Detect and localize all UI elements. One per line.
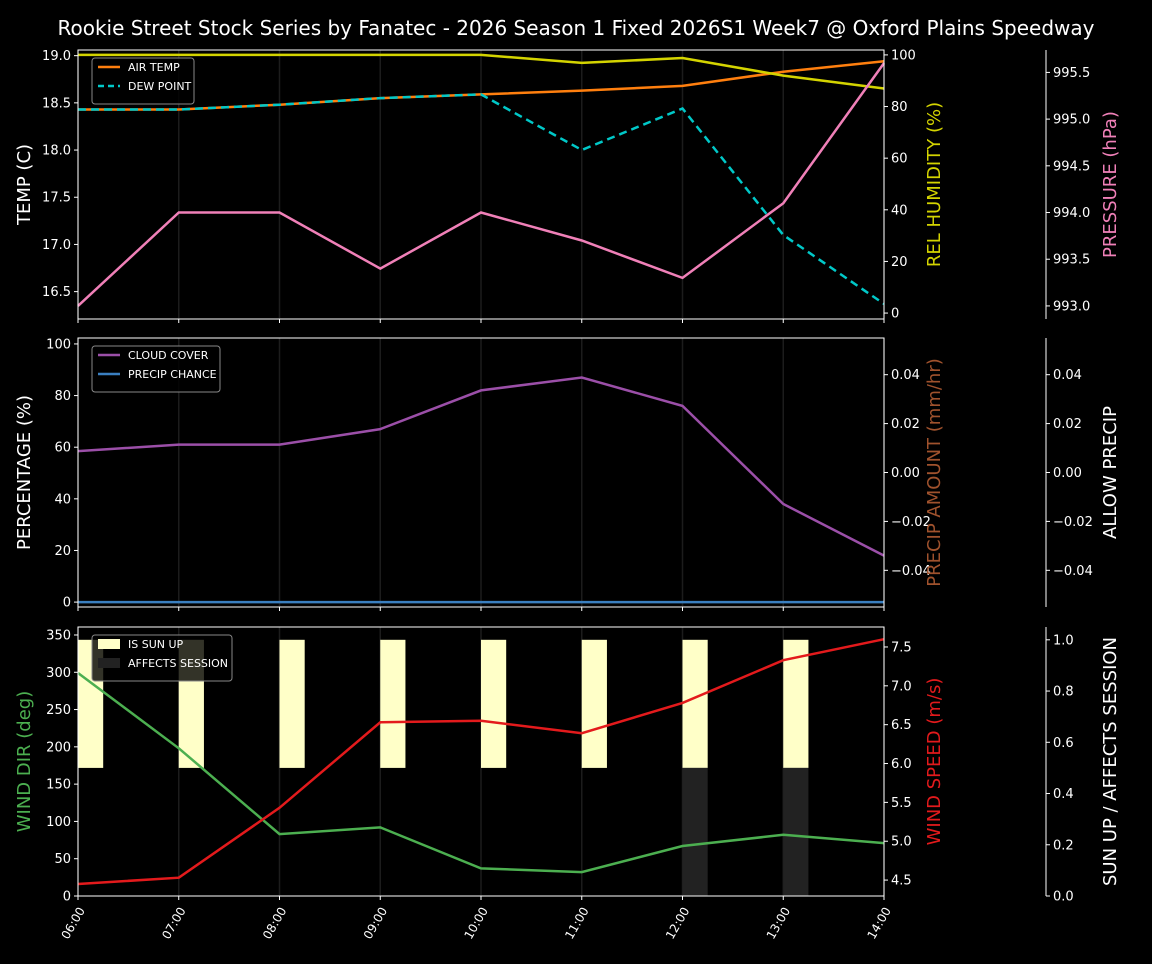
y-tick-label: 200 bbox=[46, 740, 71, 755]
y-tick-label: 80 bbox=[891, 100, 908, 115]
series-line-left bbox=[77, 671, 885, 874]
axis-label-left: PERCENTAGE (%) bbox=[14, 395, 35, 550]
y-tick-label: 40 bbox=[891, 203, 908, 218]
y-tick-label: 80 bbox=[54, 389, 71, 404]
y-tick-label: 0.02 bbox=[1053, 417, 1082, 432]
axis-label-right2: ALLOW PRECIP bbox=[1100, 406, 1121, 539]
y-tick-label: 100 bbox=[46, 815, 71, 830]
y-tick-label: 20 bbox=[891, 255, 908, 270]
affects-session-bar bbox=[682, 767, 708, 896]
y-tick-label: 995.0 bbox=[1053, 113, 1090, 128]
y-tick-label: −0.04 bbox=[1053, 564, 1093, 579]
panel-3: 06:00 07:00 08:00 09:00 10:00 11:00 12:00 13:00… bbox=[14, 626, 1121, 942]
y-tick-label: −0.02 bbox=[1053, 515, 1093, 530]
y-tick-label: 6.0 bbox=[891, 757, 912, 772]
y-tick-label: 16.5 bbox=[42, 285, 71, 300]
y-tick-label: 0 bbox=[63, 596, 71, 611]
panel-2: 0 20 40 60 80 100 PERCENTAGE (%) −0.04 −0.02 0.00… bbox=[14, 337, 1121, 611]
series-line-cloud-cover bbox=[77, 376, 885, 557]
y-tick-label: 4.5 bbox=[891, 874, 912, 889]
axis-label-right1: WIND SPEED (m/s) bbox=[924, 678, 945, 846]
sun-up-bar bbox=[783, 639, 809, 768]
y-tick-label: 17.0 bbox=[42, 238, 71, 253]
axis-label-right1: REL HUMIDITY (%) bbox=[924, 102, 945, 267]
y-tick-label: 60 bbox=[891, 152, 908, 167]
y-tick-label: 0.8 bbox=[1053, 685, 1074, 700]
y-tick-label: 60 bbox=[54, 441, 71, 456]
sun-up-bar bbox=[581, 639, 607, 768]
y-tick-label: 0 bbox=[63, 890, 71, 905]
y-tick-label: 0.6 bbox=[1053, 736, 1074, 751]
y-tick-label: 0 bbox=[891, 307, 899, 322]
y-tick-label: 7.5 bbox=[891, 640, 912, 655]
legend: AIR TEMP DEW POINT bbox=[91, 57, 195, 105]
y-tick-label: 0.4 bbox=[1053, 787, 1074, 802]
y-tick-label: 350 bbox=[46, 628, 71, 643]
legend-label: DEW POINT bbox=[128, 80, 192, 93]
y-tick-label: 0.04 bbox=[891, 368, 920, 383]
sun-up-bar bbox=[481, 639, 507, 768]
legend: CLOUD COVER PRECIP CHANCE bbox=[91, 345, 221, 393]
y-tick-label: 0.02 bbox=[891, 417, 920, 432]
axis-label-left: WIND DIR (deg) bbox=[14, 691, 35, 833]
y-tick-label: 7.0 bbox=[891, 679, 912, 694]
y-tick-label: 994.0 bbox=[1053, 206, 1090, 221]
axis-label-right2: PRESSURE (hPa) bbox=[1100, 111, 1121, 258]
y-tick-label: 300 bbox=[46, 666, 71, 681]
legend-label: IS SUN UP bbox=[128, 638, 184, 651]
y-tick-label: 6.5 bbox=[891, 718, 912, 733]
y-tick-label: 0.00 bbox=[891, 466, 920, 481]
axis-label-right1: PRECIP AMOUNT (mm/hr) bbox=[924, 358, 945, 587]
y-tick-label: 0.00 bbox=[1053, 466, 1082, 481]
axis-label-right2: SUN UP / AFFECTS SESSION bbox=[1100, 637, 1121, 886]
legend-swatch bbox=[98, 658, 120, 668]
sun-up-bar bbox=[682, 639, 708, 768]
y-tick-label: 1.0 bbox=[1053, 633, 1074, 648]
y-tick-label: 50 bbox=[54, 852, 71, 867]
y-tick-label: 18.5 bbox=[42, 96, 71, 111]
series-line-dew-point bbox=[78, 93, 885, 305]
y-tick-label: 994.5 bbox=[1053, 159, 1090, 174]
series-line-right1 bbox=[78, 53, 885, 90]
legend: IS SUN UP AFFECTS SESSION bbox=[91, 634, 233, 682]
y-tick-label: 993.0 bbox=[1053, 299, 1090, 314]
series-line-right1 bbox=[77, 637, 885, 886]
y-tick-label: 17.5 bbox=[42, 191, 71, 206]
y-tick-label: 19.0 bbox=[42, 49, 71, 64]
series-line-right2 bbox=[77, 62, 886, 307]
y-tick-label: 250 bbox=[46, 703, 71, 718]
sun-up-bar bbox=[279, 639, 305, 768]
y-tick-label: −0.04 bbox=[891, 564, 931, 579]
y-tick-label: 20 bbox=[54, 544, 71, 559]
y-tick-label: 993.5 bbox=[1053, 253, 1090, 268]
legend-box bbox=[91, 345, 221, 393]
legend-box bbox=[91, 57, 195, 105]
y-tick-label: 150 bbox=[46, 778, 71, 793]
y-tick-label: 0.04 bbox=[1053, 368, 1082, 383]
y-tick-label: 40 bbox=[54, 492, 71, 507]
y-tick-label: 995.5 bbox=[1053, 66, 1090, 81]
sun-up-bar bbox=[380, 639, 406, 768]
legend-box bbox=[91, 634, 233, 682]
y-tick-label: 5.5 bbox=[891, 796, 912, 811]
y-tick-label: −0.02 bbox=[891, 515, 931, 530]
chart-title: Rookie Street Stock Series by Fanatec - … bbox=[58, 16, 1095, 40]
y-tick-label: 100 bbox=[891, 48, 916, 63]
legend-label: AFFECTS SESSION bbox=[128, 657, 228, 670]
legend-swatch bbox=[98, 639, 120, 649]
y-tick-label: 5.0 bbox=[891, 835, 912, 850]
legend-label: PRECIP CHANCE bbox=[128, 368, 217, 381]
panel-1: 16.5 17.0 17.5 18.0 18.5 19.0 TEMP (C) 0 20 40 60 8… bbox=[14, 48, 1121, 323]
affects-session-bar bbox=[783, 767, 809, 896]
axis-label-left: TEMP (C) bbox=[14, 144, 35, 226]
y-tick-label: 100 bbox=[46, 337, 71, 352]
legend-label: CLOUD COVER bbox=[128, 349, 209, 362]
legend-label: AIR TEMP bbox=[128, 61, 180, 74]
y-tick-label: 0.0 bbox=[1053, 890, 1074, 905]
y-tick-label: 18.0 bbox=[42, 144, 71, 159]
y-tick-label: 0.2 bbox=[1053, 838, 1074, 853]
